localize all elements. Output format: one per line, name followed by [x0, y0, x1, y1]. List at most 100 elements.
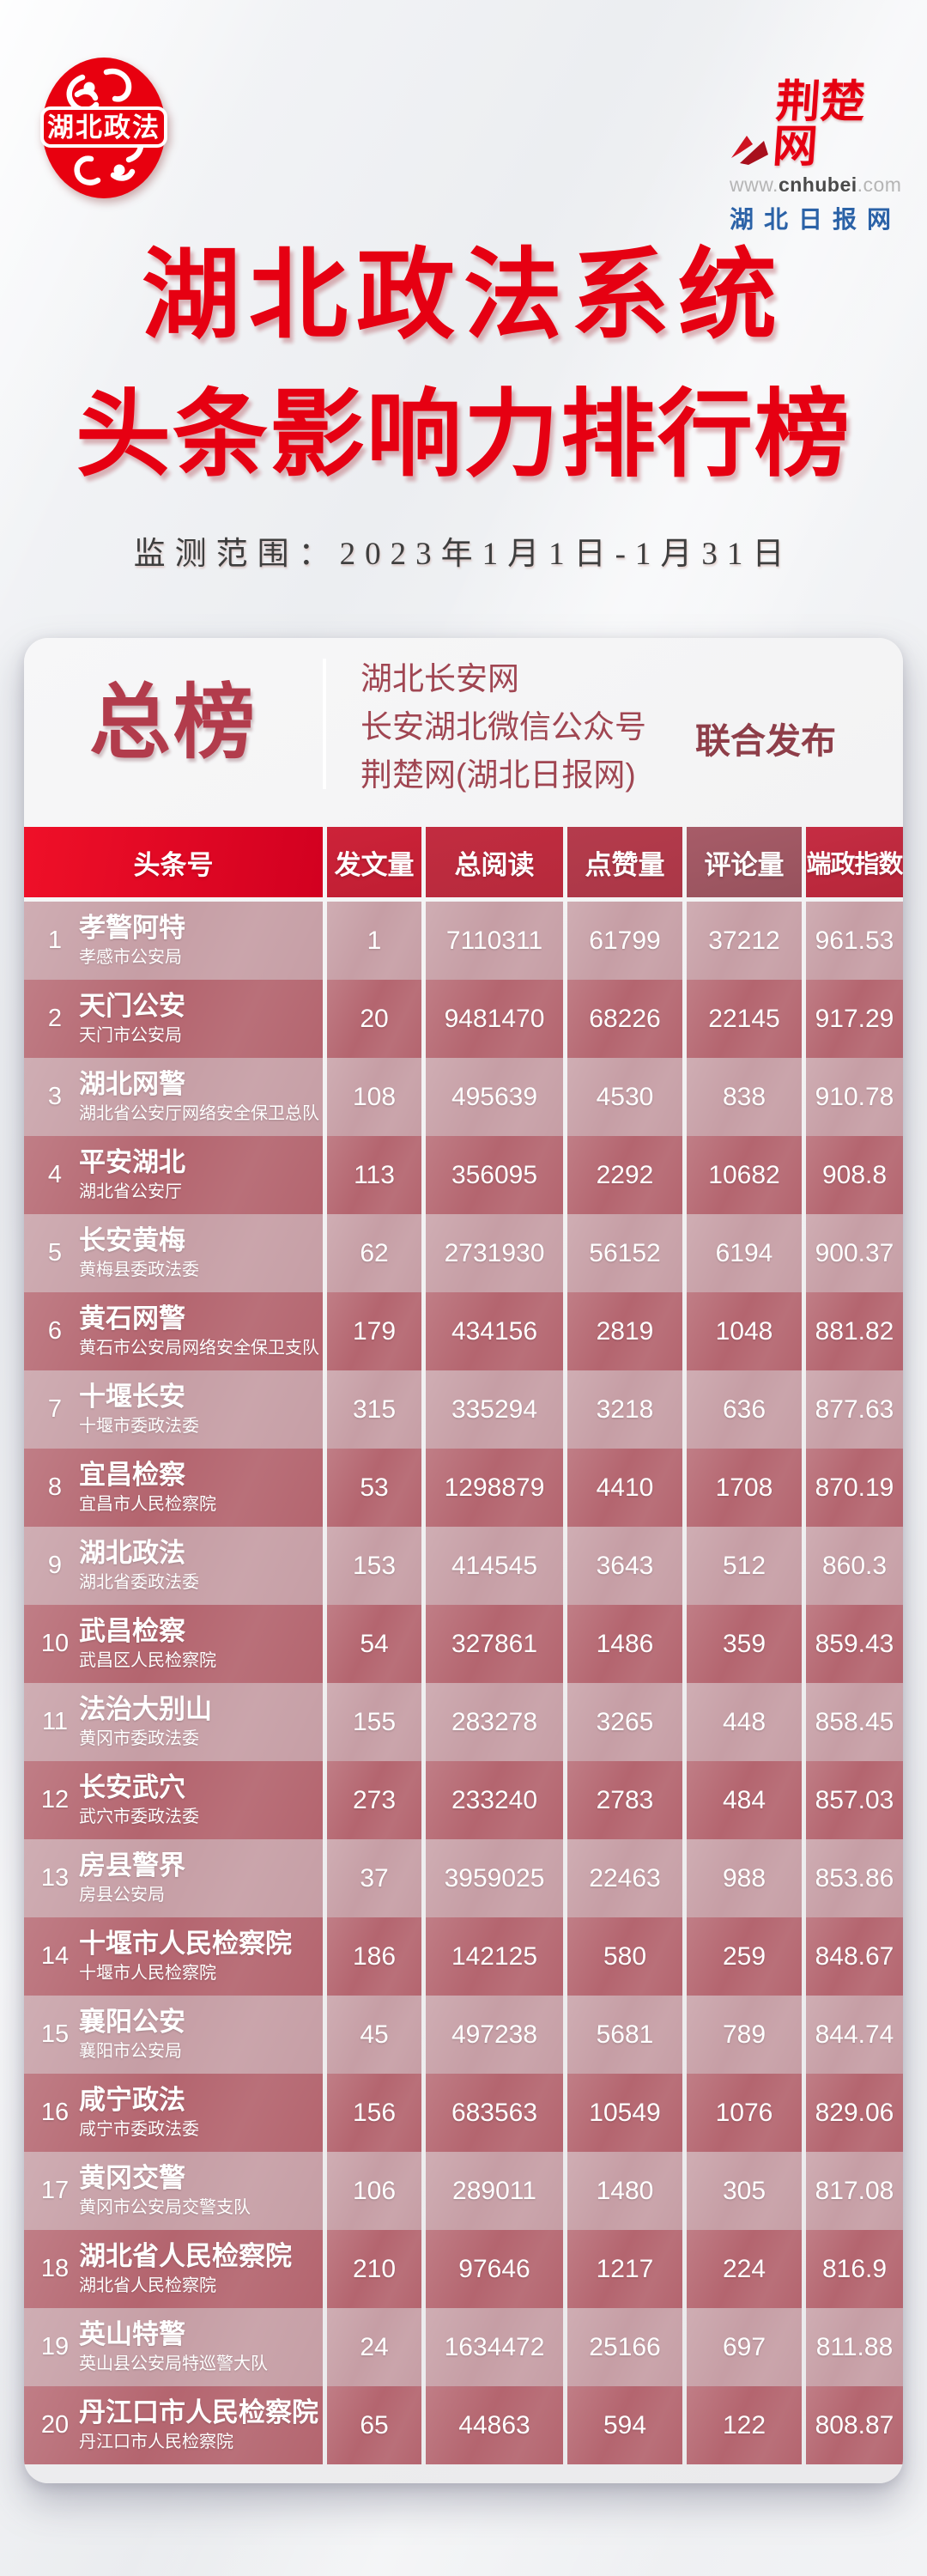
account-info: 平安湖北 湖北省公安厅 — [79, 1146, 185, 1204]
index-value: 808.87 — [806, 2386, 903, 2464]
index-value: 860.3 — [806, 1527, 903, 1605]
table-row: 15 襄阳公安 襄阳市公安局 45 497238 5681 789 844.74 — [24, 1996, 903, 2074]
comments-value: 259 — [687, 1917, 802, 1996]
reads-value: 327861 — [426, 1605, 563, 1683]
org-name: 武昌区人民检察院 — [79, 1651, 216, 1670]
rank-number: 11 — [41, 1708, 69, 1735]
column-header-account: 头条号 — [24, 827, 323, 897]
likes-value: 22463 — [567, 1839, 682, 1917]
rank-number: 15 — [40, 2020, 70, 2048]
likes-value: 3265 — [567, 1683, 682, 1761]
posts-value: 186 — [327, 1917, 421, 1996]
comments-value: 1076 — [687, 2074, 802, 2152]
rank-number: 16 — [40, 2099, 70, 2126]
hubei-zhengfa-seal-logo: 湖北政法 — [39, 55, 168, 201]
table-row: 6 黄石网警 黄石市公安局网络安全保卫支队 179 434156 2819 10… — [24, 1292, 903, 1370]
comments-value: 22145 — [687, 980, 802, 1058]
publisher-item: 长安湖北微信公众号 — [360, 709, 646, 744]
likes-value: 61799 — [567, 902, 682, 980]
account-cell: 6 黄石网警 黄石市公安局网络安全保卫支队 — [24, 1292, 323, 1370]
likes-value: 580 — [567, 1917, 682, 1996]
likes-value: 2819 — [567, 1292, 682, 1370]
publisher-item: 湖北长安网 — [360, 661, 519, 696]
account-info: 湖北省人民检察院 湖北省人民检察院 — [79, 2240, 292, 2298]
account-info: 十堰长安 十堰市委政法委 — [79, 1381, 199, 1438]
index-value: 917.29 — [806, 980, 903, 1058]
reads-value: 7110311 — [426, 902, 563, 980]
posts-value: 45 — [327, 1996, 421, 2074]
account-name: 湖北网警 — [79, 1069, 185, 1099]
table-row: 9 湖北政法 湖北省委政法委 153 414545 3643 512 860.3 — [24, 1527, 903, 1605]
likes-value: 594 — [567, 2386, 682, 2464]
org-name: 黄冈市委政法委 — [79, 1729, 199, 1748]
posts-value: 108 — [327, 1058, 421, 1136]
reads-value: 434156 — [426, 1292, 563, 1370]
org-name: 湖北省公安厅 — [79, 1182, 182, 1201]
table-row: 2 天门公安 天门市公安局 20 9481470 68226 22145 917… — [24, 980, 903, 1058]
reads-value: 44863 — [426, 2386, 563, 2464]
index-value: 816.9 — [806, 2230, 903, 2308]
org-name: 宜昌市人民检察院 — [79, 1495, 216, 1514]
index-value: 858.45 — [806, 1683, 903, 1761]
reads-value: 683563 — [426, 2074, 563, 2152]
posts-value: 106 — [327, 2152, 421, 2230]
likes-value: 56152 — [567, 1214, 682, 1292]
reads-value: 335294 — [426, 1370, 563, 1449]
rank-number: 2 — [47, 1005, 63, 1032]
posts-value: 65 — [327, 2386, 421, 2464]
poster-title-line2: 头条影响力排行榜 — [75, 383, 851, 489]
account-cell: 3 湖北网警 湖北省公安厅网络安全保卫总队 — [24, 1058, 323, 1136]
account-name: 丹江口市人民检察院 — [79, 2397, 318, 2427]
index-value: 961.53 — [806, 902, 903, 980]
posts-value: 156 — [327, 2074, 421, 2152]
table-row: 5 长安黄梅 黄梅县委政法委 62 2731930 56152 6194 900… — [24, 1214, 903, 1292]
rank-number: 13 — [40, 1864, 70, 1892]
org-name: 黄石市公安局网络安全保卫支队 — [79, 1339, 319, 1358]
likes-value: 3218 — [567, 1370, 682, 1449]
table-row: 17 黄冈交警 黄冈市公安局交警支队 106 289011 1480 305 8… — [24, 2152, 903, 2230]
column-header-posts: 发文量 — [327, 827, 421, 897]
posts-value: 20 — [327, 980, 421, 1058]
rank-number: 14 — [40, 1942, 70, 1970]
account-info: 房县警界 房县公安局 — [79, 1850, 185, 1907]
comments-value: 789 — [687, 1996, 802, 2074]
rank-number: 18 — [40, 2255, 70, 2282]
account-info: 法治大别山 黄冈市委政法委 — [79, 1693, 212, 1751]
comments-value: 305 — [687, 2152, 802, 2230]
account-name: 长安黄梅 — [79, 1225, 185, 1255]
account-name: 平安湖北 — [79, 1147, 185, 1177]
account-cell: 13 房县警界 房县公安局 — [24, 1839, 323, 1917]
rank-number: 8 — [47, 1473, 63, 1501]
monitor-range: 监测范围：2023年1月1日-1月31日 — [133, 537, 794, 572]
org-name: 武穴市委政法委 — [79, 1807, 199, 1826]
posts-value: 179 — [327, 1292, 421, 1370]
account-info: 襄阳公安 襄阳市公安局 — [79, 2006, 185, 2063]
index-value: 817.08 — [806, 2152, 903, 2230]
org-name: 丹江口市人民检察院 — [79, 2433, 233, 2451]
posts-value: 153 — [327, 1527, 421, 1605]
reads-value: 283278 — [426, 1683, 563, 1761]
account-cell: 4 平安湖北 湖北省公安厅 — [24, 1136, 323, 1214]
likes-value: 1480 — [567, 2152, 682, 2230]
account-info: 黄石网警 黄石市公安局网络安全保卫支队 — [79, 1303, 319, 1360]
comments-value: 1048 — [687, 1292, 802, 1370]
account-name: 黄石网警 — [79, 1303, 185, 1334]
table-row: 7 十堰长安 十堰市委政法委 315 335294 3218 636 877.6… — [24, 1370, 903, 1449]
org-name: 襄阳市公安局 — [79, 2042, 182, 2061]
rank-number: 6 — [47, 1317, 63, 1345]
account-cell: 19 英山特警 英山县公安局特巡警大队 — [24, 2308, 323, 2386]
comments-value: 122 — [687, 2386, 802, 2464]
account-info: 英山特警 英山县公安局特巡警大队 — [79, 2318, 268, 2376]
rank-number: 19 — [40, 2333, 70, 2360]
reads-value: 97646 — [426, 2230, 563, 2308]
org-name: 湖北省人民检察院 — [79, 2276, 216, 2295]
reads-value: 1298879 — [426, 1449, 563, 1527]
table-row: 8 宜昌检察 宜昌市人民检察院 53 1298879 4410 1708 870… — [24, 1449, 903, 1527]
account-info: 长安黄梅 黄梅县委政法委 — [79, 1224, 199, 1282]
rank-number: 17 — [40, 2177, 70, 2204]
posts-value: 1 — [327, 902, 421, 980]
account-cell: 2 天门公安 天门市公安局 — [24, 980, 323, 1058]
account-name: 孝警阿特 — [79, 913, 185, 943]
rank-number: 1 — [47, 927, 63, 954]
account-name: 武昌检察 — [79, 1616, 185, 1646]
